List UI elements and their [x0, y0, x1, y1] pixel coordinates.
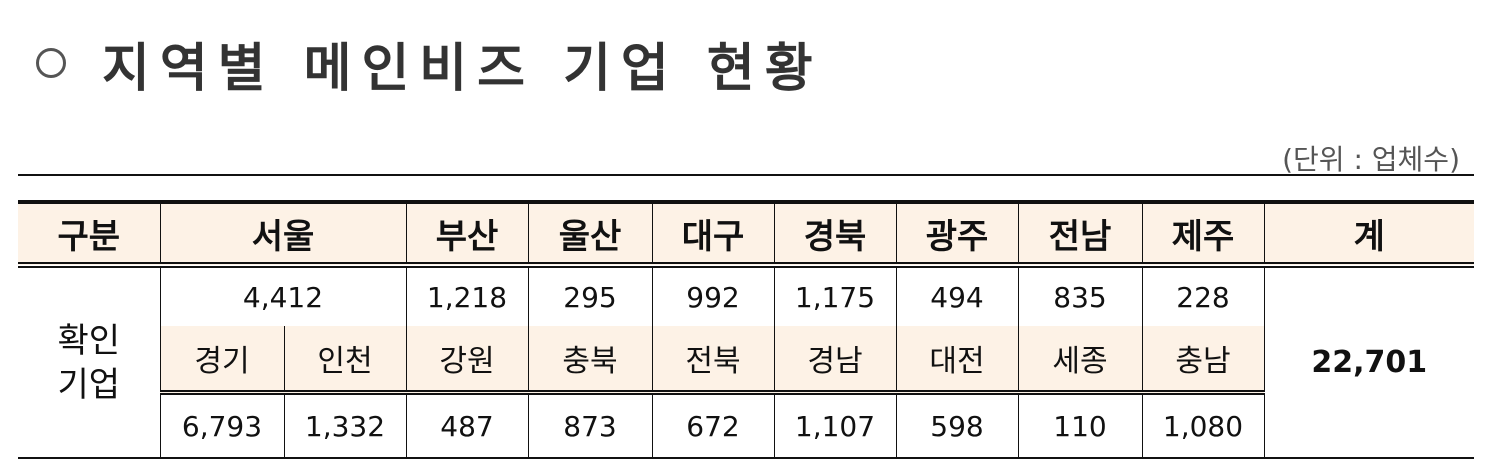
sub-header-row: 경기 인천 강원 충북 전북 경남 대전 세종 충남	[18, 326, 1474, 393]
value-cell: 1,332	[283, 392, 406, 458]
row-label-cell: 확인 기업	[18, 265, 160, 459]
sub-header-cell: 대전	[895, 326, 1018, 393]
value-cell: 1,107	[773, 392, 896, 458]
header-cell: 계	[1263, 204, 1474, 265]
value-cell: 873	[527, 392, 652, 458]
header-cell: 제주	[1141, 204, 1264, 265]
header-cell: 울산	[527, 204, 652, 265]
header-cell: 대구	[651, 204, 774, 265]
value-cell: 295	[527, 265, 652, 326]
sub-header-cell: 세종	[1017, 326, 1142, 393]
value-cell: 1,218	[405, 265, 528, 326]
value-cell: 228	[1141, 265, 1264, 326]
value-cell: 992	[651, 265, 774, 326]
header-cell: 부산	[405, 204, 528, 265]
value-cell: 494	[895, 265, 1018, 326]
value-cell: 835	[1017, 265, 1142, 326]
header-row: 구분 서울 부산 울산 대구 경북 광주 전남 제주 계	[18, 204, 1474, 265]
circle-bullet-icon	[36, 48, 66, 78]
header-cell: 광주	[895, 204, 1018, 265]
sub-header-cell: 경남	[773, 326, 896, 393]
top-rule-thick	[18, 200, 1474, 204]
value-cell: 6,793	[159, 392, 284, 458]
table-row: 확인 기업 4,412 1,218 295 992 1,175 494 835 2…	[18, 265, 1474, 459]
header-cell: 경북	[773, 204, 896, 265]
value-cell: 110	[1017, 392, 1142, 458]
header-cell: 구분	[18, 204, 160, 265]
title-block: 지역별 메인비즈 기업 현황	[36, 28, 823, 99]
value-cell: 598	[895, 392, 1018, 458]
value-cell: 1,080	[1141, 392, 1264, 458]
table-row: 6,793 1,332 487 873 672 1,107 598 110 1,…	[18, 392, 1474, 458]
row-label: 확인 기업	[57, 320, 121, 405]
value-cell: 1,175	[773, 265, 896, 326]
header-cell: 전남	[1017, 204, 1142, 265]
value-cell: 672	[651, 392, 774, 458]
page-title: 지역별 메인비즈 기업 현황	[102, 38, 823, 99]
unit-label: (단위 : 업체수)	[1282, 143, 1460, 176]
value-cell: 487	[405, 392, 528, 458]
sub-header-cell: 강원	[405, 326, 528, 393]
total-value: 22,701	[1263, 265, 1474, 459]
top-rule-thin	[18, 174, 1474, 176]
region-table: 구분 서울 부산 울산 대구 경북 광주 전남 제주 계 확인 기업 4,412 …	[18, 204, 1474, 459]
sub-header-cell: 인천	[283, 326, 406, 393]
sub-header-cell: 경기	[159, 326, 284, 393]
header-cell: 서울	[159, 204, 406, 265]
sub-header-cell: 전북	[651, 326, 774, 393]
sub-header-cell: 충남	[1141, 326, 1264, 393]
sub-header-cell: 충북	[527, 326, 652, 393]
value-cell: 4,412	[159, 265, 406, 326]
